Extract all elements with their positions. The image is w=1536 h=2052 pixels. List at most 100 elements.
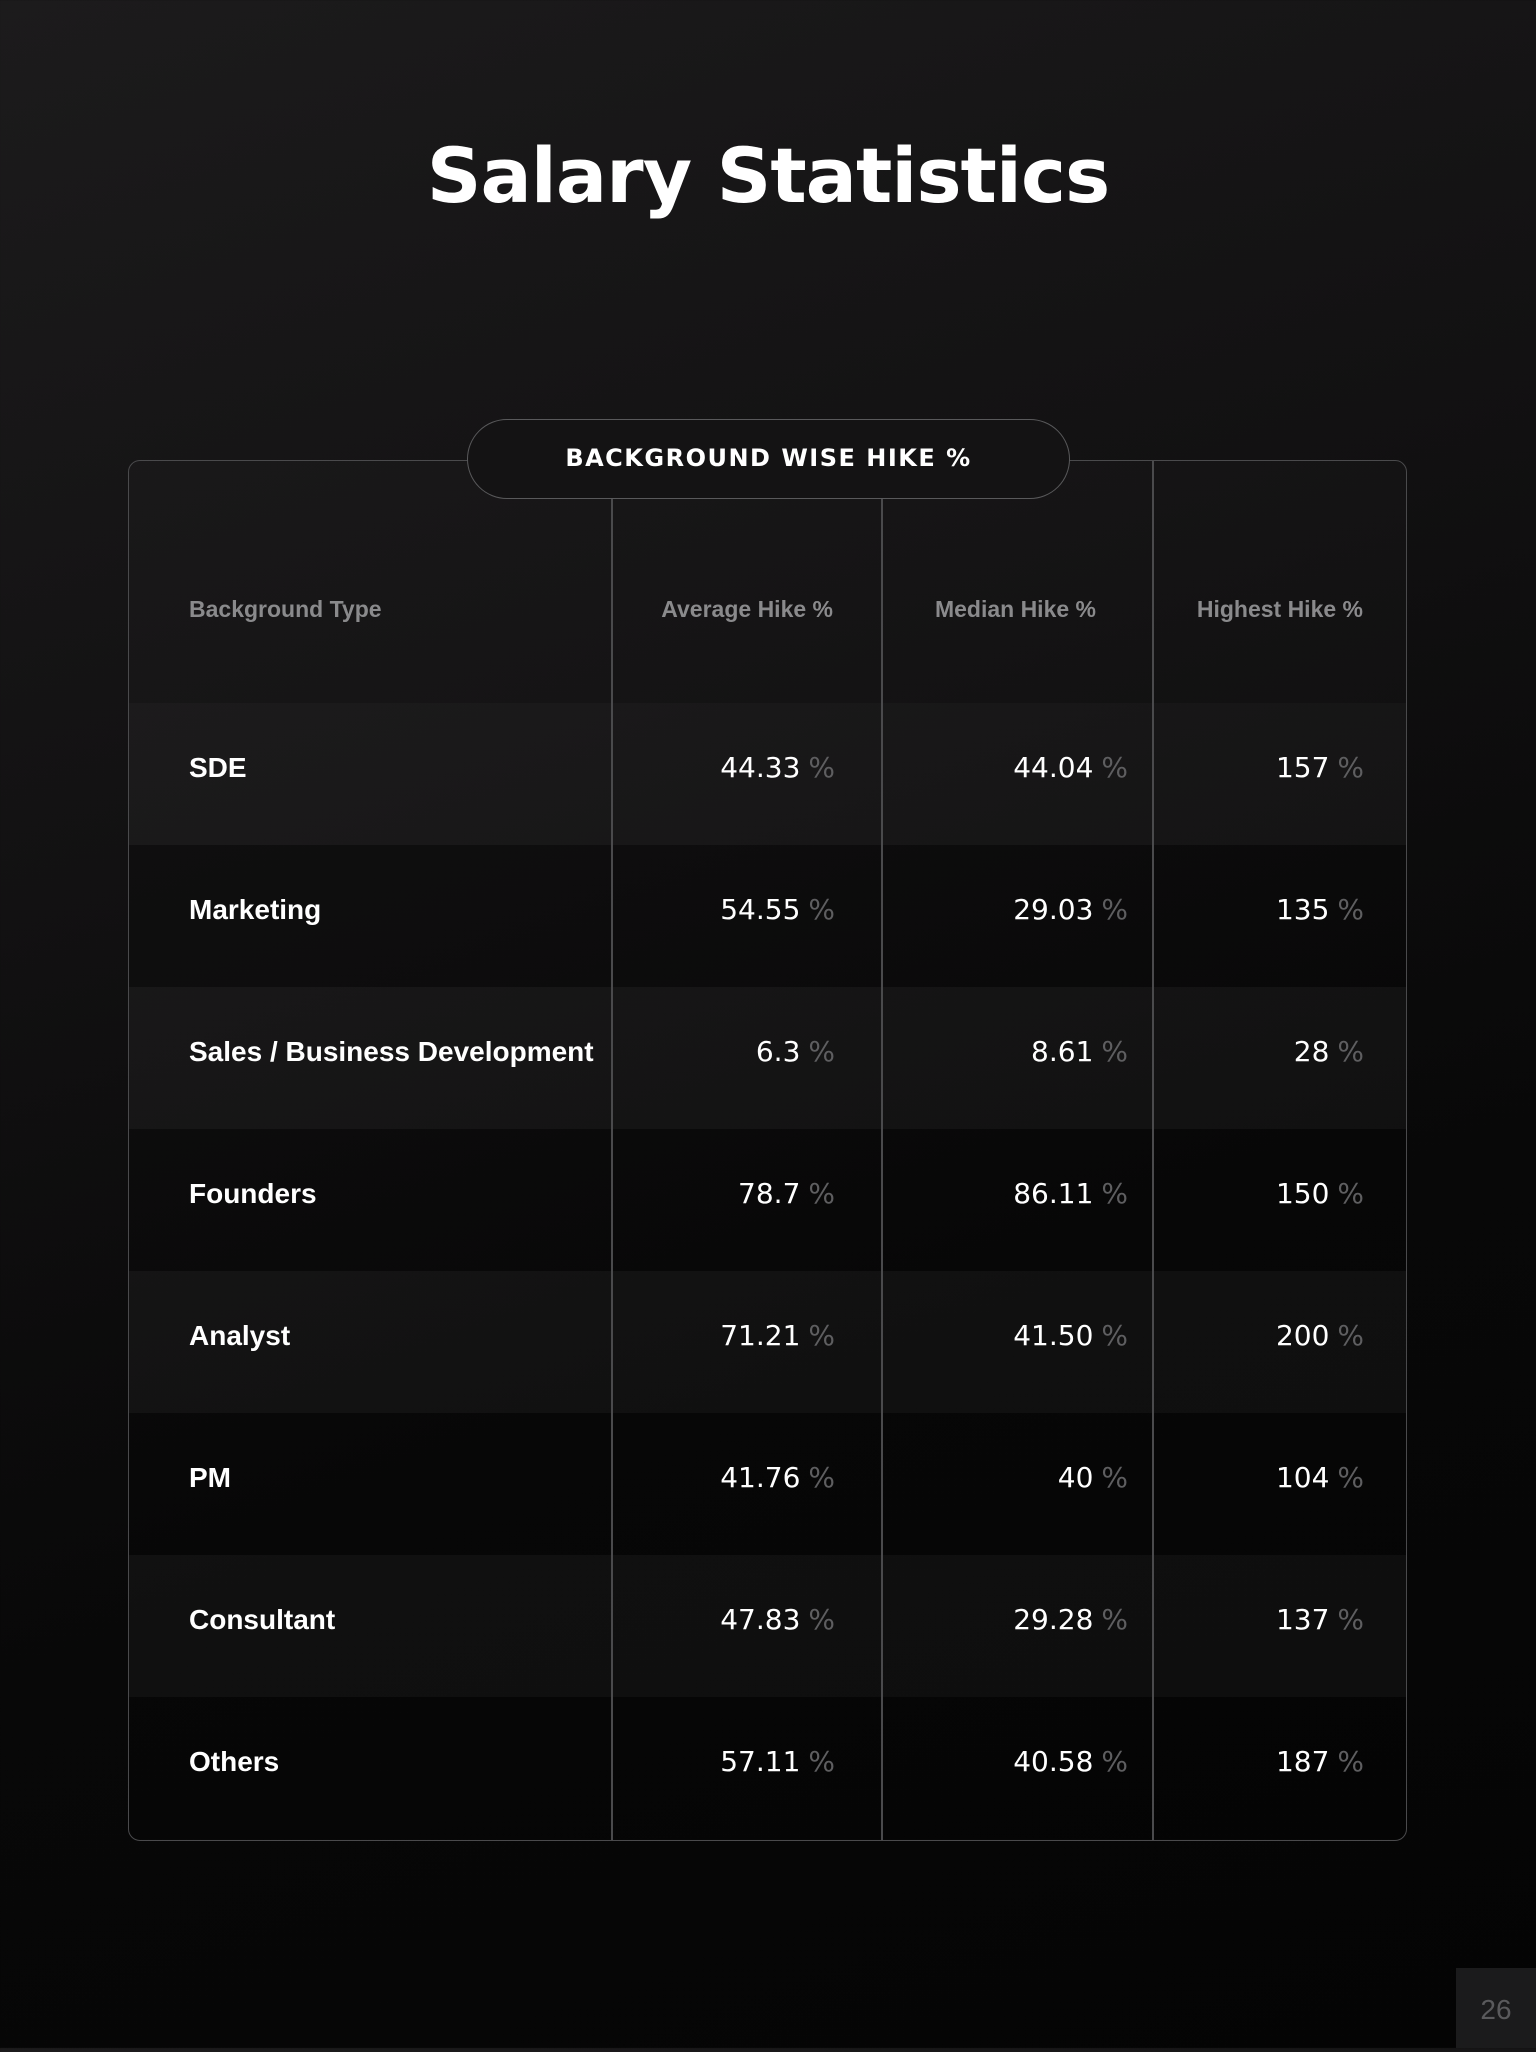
highest-hike-cell: 137% (1276, 1555, 1364, 1697)
percent-sign: % (1101, 1461, 1128, 1494)
percent-sign: % (808, 751, 835, 784)
average-hike-value: 44.33 (720, 751, 801, 784)
median-hike-value: 29.03 (1013, 893, 1094, 926)
median-hike-value: 8.61 (1031, 1035, 1094, 1068)
table-row: SDE 44.33% 44.04% 157% (129, 703, 1406, 845)
median-hike-value: 29.28 (1013, 1603, 1094, 1636)
background-type-cell: Sales / Business Development (189, 1036, 594, 1067)
percent-sign: % (808, 1603, 835, 1636)
highest-hike-value: 137 (1275, 1603, 1330, 1636)
median-hike-value: 41.50 (1013, 1319, 1094, 1352)
average-hike-cell: 44.33% (720, 703, 835, 845)
average-hike-cell: 57.11% (720, 1697, 835, 1839)
percent-sign: % (1337, 1745, 1364, 1778)
table-row: Analyst 71.21% 41.50% 200% (129, 1271, 1406, 1413)
highest-hike-cell: 200% (1276, 1271, 1364, 1413)
highest-hike-cell: 28% (1294, 987, 1364, 1129)
page-title: Salary Statistics (426, 131, 1110, 220)
column-divider (881, 499, 883, 1840)
median-hike-cell: 8.61% (1031, 987, 1128, 1129)
average-hike-cell: 54.55% (720, 845, 835, 987)
highest-hike-cell: 135% (1276, 845, 1364, 987)
highest-hike-value: 28 (1293, 1035, 1330, 1068)
percent-sign: % (1337, 1603, 1364, 1636)
percent-sign: % (808, 1745, 835, 1778)
column-header-average-hike: Average Hike % (661, 596, 833, 622)
average-hike-value: 41.76 (720, 1461, 801, 1494)
highest-hike-value: 104 (1275, 1461, 1330, 1494)
table-row: Sales / Business Development 6.3% 8.61% … (129, 987, 1406, 1129)
highest-hike-value: 187 (1275, 1745, 1330, 1778)
table-row: Founders 78.7% 86.11% 150% (129, 1129, 1406, 1271)
percent-sign: % (1337, 1319, 1364, 1352)
highest-hike-cell: 150% (1276, 1129, 1364, 1271)
percent-sign: % (808, 1461, 835, 1494)
average-hike-value: 54.55 (720, 893, 801, 926)
average-hike-cell: 6.3% (756, 987, 835, 1129)
average-hike-value: 57.11 (720, 1745, 801, 1778)
column-divider (1152, 461, 1154, 1840)
column-header-background-type: Background Type (189, 596, 382, 622)
average-hike-value: 78.7 (738, 1177, 801, 1210)
average-hike-value: 47.83 (720, 1603, 801, 1636)
percent-sign: % (1101, 893, 1128, 926)
percent-sign: % (1101, 1177, 1128, 1210)
average-hike-cell: 47.83% (720, 1555, 835, 1697)
background-type-cell: SDE (189, 752, 247, 783)
highest-hike-cell: 187% (1276, 1697, 1364, 1839)
table-row: Consultant 47.83% 29.28% 137% (129, 1555, 1406, 1697)
percent-sign: % (808, 1035, 835, 1068)
background-type-cell: Analyst (189, 1320, 291, 1351)
percent-sign: % (1101, 1319, 1128, 1352)
table-row: Marketing 54.55% 29.03% 135% (129, 845, 1406, 987)
hike-table: Background Type Average Hike % Median Hi… (128, 460, 1407, 1841)
percent-sign: % (1101, 1035, 1128, 1068)
background-type-cell: PM (189, 1462, 231, 1493)
median-hike-value: 40 (1057, 1461, 1094, 1494)
table-label-pill: BACKGROUND WISE HIKE % (467, 419, 1070, 499)
median-hike-value: 40.58 (1013, 1745, 1094, 1778)
percent-sign: % (1337, 1035, 1364, 1068)
median-hike-cell: 86.11% (1013, 1129, 1128, 1271)
average-hike-cell: 41.76% (720, 1413, 835, 1555)
highest-hike-cell: 157% (1276, 703, 1364, 845)
percent-sign: % (1337, 1461, 1364, 1494)
average-hike-cell: 71.21% (720, 1271, 835, 1413)
highest-hike-value: 157 (1275, 751, 1330, 784)
background-type-cell: Founders (189, 1178, 317, 1209)
percent-sign: % (808, 1319, 835, 1352)
percent-sign: % (1101, 1745, 1128, 1778)
median-hike-cell: 29.28% (1013, 1555, 1128, 1697)
background-type-cell: Others (189, 1746, 280, 1777)
percent-sign: % (1101, 1603, 1128, 1636)
average-hike-cell: 78.7% (738, 1129, 835, 1271)
column-header-median-hike: Median Hike % (934, 596, 1096, 622)
percent-sign: % (1337, 751, 1364, 784)
table-header-row: Background Type Average Hike % Median Hi… (129, 461, 1406, 703)
column-header-highest-hike: Highest Hike % (1196, 596, 1363, 622)
highest-hike-value: 150 (1275, 1177, 1330, 1210)
column-divider (611, 499, 613, 1840)
table-row: Others 57.11% 40.58% 187% (129, 1697, 1406, 1839)
percent-sign: % (1337, 893, 1364, 926)
percent-sign: % (808, 1177, 835, 1210)
percent-sign: % (808, 893, 835, 926)
page-number: 26 (1456, 1968, 1536, 2048)
percent-sign: % (1101, 751, 1128, 784)
table-body: SDE 44.33% 44.04% 157% Marketing 54.55% … (129, 703, 1406, 1839)
highest-hike-value: 135 (1275, 893, 1330, 926)
median-hike-cell: 41.50% (1013, 1271, 1128, 1413)
median-hike-value: 44.04 (1013, 751, 1094, 784)
percent-sign: % (1337, 1177, 1364, 1210)
median-hike-cell: 44.04% (1013, 703, 1128, 845)
average-hike-value: 71.21 (720, 1319, 801, 1352)
median-hike-cell: 40.58% (1013, 1697, 1128, 1839)
background-type-cell: Consultant (189, 1604, 336, 1635)
highest-hike-cell: 104% (1276, 1413, 1364, 1555)
median-hike-value: 86.11 (1013, 1177, 1094, 1210)
background-type-cell: Marketing (189, 894, 322, 925)
median-hike-cell: 40% (1058, 1413, 1128, 1555)
table-row: PM 41.76% 40% 104% (129, 1413, 1406, 1555)
highest-hike-value: 200 (1275, 1319, 1330, 1352)
average-hike-value: 6.3 (755, 1035, 801, 1068)
